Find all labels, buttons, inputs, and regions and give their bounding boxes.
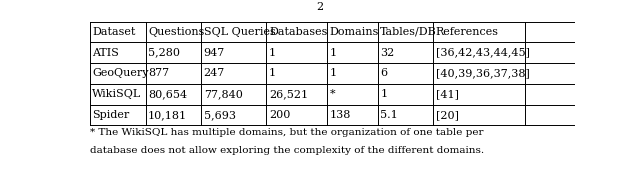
Text: 1: 1 <box>269 48 276 58</box>
Text: Dataset: Dataset <box>92 27 136 37</box>
Text: 80,654: 80,654 <box>148 89 187 99</box>
Text: 947: 947 <box>204 48 225 58</box>
Text: [41]: [41] <box>436 89 459 99</box>
Text: 247: 247 <box>204 68 225 78</box>
Text: Databases: Databases <box>269 27 327 37</box>
Text: 1: 1 <box>269 68 276 78</box>
Text: GeoQuery: GeoQuery <box>92 68 149 78</box>
Text: [20]: [20] <box>436 110 459 120</box>
Text: WikiSQL: WikiSQL <box>92 89 141 99</box>
Text: 5,693: 5,693 <box>204 110 236 120</box>
Text: * The WikiSQL has multiple domains, but the organization of one table per: * The WikiSQL has multiple domains, but … <box>90 128 483 137</box>
Text: 2: 2 <box>316 2 324 12</box>
Text: *: * <box>330 89 335 99</box>
Text: 26,521: 26,521 <box>269 89 308 99</box>
Text: 5,280: 5,280 <box>148 48 180 58</box>
Text: 877: 877 <box>148 68 169 78</box>
Text: 1: 1 <box>330 68 337 78</box>
Text: Domains: Domains <box>330 27 379 37</box>
Text: [40,39,36,37,38]: [40,39,36,37,38] <box>436 68 530 78</box>
Text: 1: 1 <box>330 48 337 58</box>
Text: ATIS: ATIS <box>92 48 119 58</box>
Text: SQL Queries: SQL Queries <box>204 27 275 37</box>
Text: 32: 32 <box>380 48 394 58</box>
Text: 138: 138 <box>330 110 351 120</box>
Text: 77,840: 77,840 <box>204 89 243 99</box>
Text: 1: 1 <box>380 89 387 99</box>
Text: 5.1: 5.1 <box>380 110 398 120</box>
Text: database does not allow exploring the complexity of the different domains.: database does not allow exploring the co… <box>90 146 484 155</box>
Text: Tables/DB: Tables/DB <box>380 27 437 37</box>
Text: 6: 6 <box>380 68 387 78</box>
Text: 10,181: 10,181 <box>148 110 187 120</box>
Text: References: References <box>436 27 499 37</box>
Text: 200: 200 <box>269 110 291 120</box>
Text: Questions: Questions <box>148 27 204 37</box>
Text: [36,42,43,44,45]: [36,42,43,44,45] <box>436 48 530 58</box>
Text: Spider: Spider <box>92 110 130 120</box>
